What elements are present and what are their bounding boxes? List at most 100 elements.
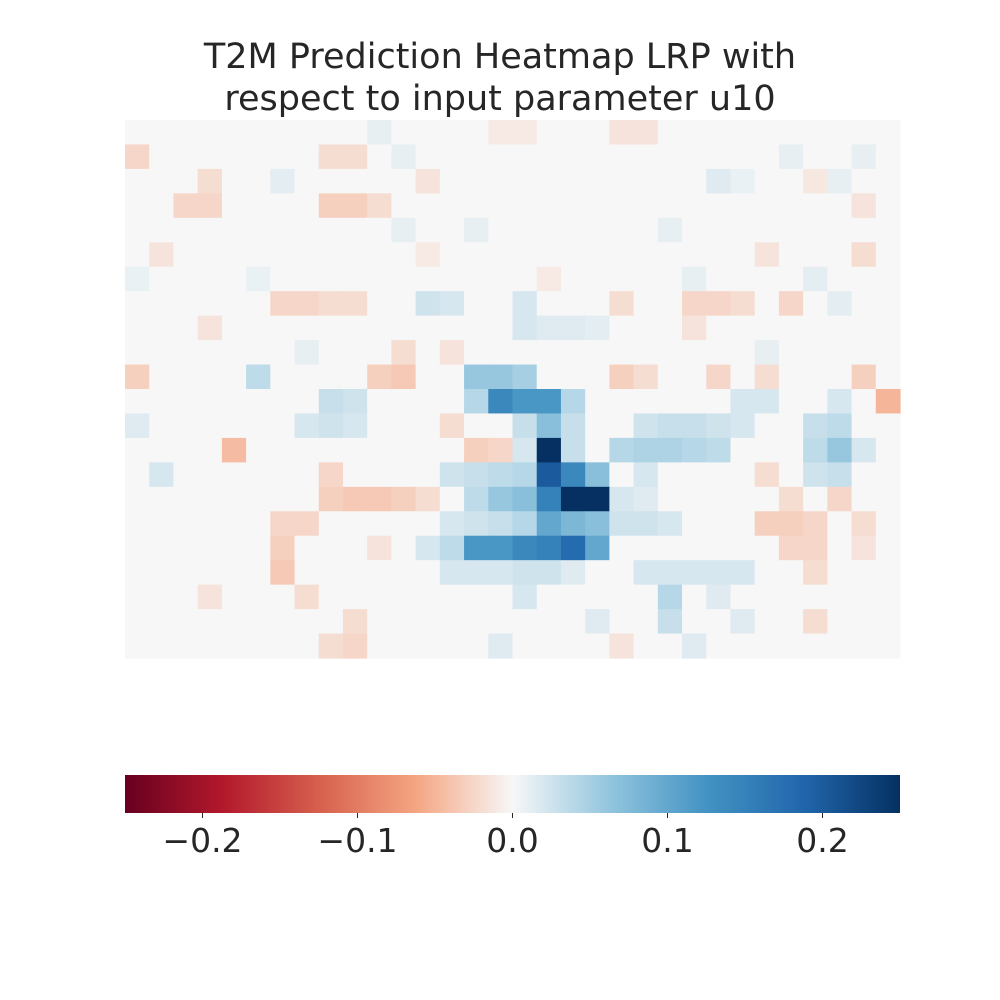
heatmap-cell <box>682 437 707 463</box>
heatmap-cell <box>464 144 489 170</box>
heatmap-cell <box>391 535 417 561</box>
heatmap-cell <box>125 144 150 170</box>
heatmap-cell <box>875 486 901 512</box>
heatmap-cell <box>827 584 853 610</box>
heatmap-cell <box>246 168 271 194</box>
heatmap-cell <box>488 364 514 390</box>
heatmap-cell <box>827 413 853 439</box>
heatmap-cell <box>415 193 441 219</box>
heatmap-cell <box>391 462 417 488</box>
heatmap-cell <box>827 462 853 488</box>
heatmap-cell <box>778 242 804 268</box>
heatmap-cell <box>391 511 417 537</box>
heatmap-cell <box>367 609 393 635</box>
heatmap-cell <box>560 291 586 317</box>
heatmap-cell <box>827 193 853 219</box>
heatmap-cell <box>270 291 296 317</box>
heatmap-cell <box>536 364 562 390</box>
heatmap-cell <box>730 437 756 463</box>
heatmap-cell <box>875 560 901 586</box>
heatmap-cell <box>682 389 707 415</box>
heatmap-cell <box>197 120 223 146</box>
heatmap-cell <box>318 315 344 341</box>
heatmap-cell <box>125 633 150 659</box>
heatmap-cell <box>585 560 610 586</box>
heatmap-cell <box>342 217 368 243</box>
colorbar-tick-label: −0.1 <box>317 821 397 860</box>
chart-title-line-1: T2M Prediction Heatmap LRP with <box>203 37 797 77</box>
heatmap-cell <box>730 486 756 512</box>
heatmap-cell <box>367 535 393 561</box>
heatmap-cell <box>367 364 393 390</box>
heatmap-cell <box>318 144 344 170</box>
heatmap-cell <box>246 584 271 610</box>
heatmap-cell <box>246 340 271 366</box>
heatmap-cell <box>149 266 175 292</box>
heatmap-cell <box>391 584 417 610</box>
heatmap-cell <box>682 340 707 366</box>
heatmap-cell <box>415 560 441 586</box>
heatmap-cell <box>560 340 586 366</box>
heatmap-cell <box>439 266 465 292</box>
heatmap-cell <box>827 340 853 366</box>
heatmap-cell <box>657 486 683 512</box>
heatmap-cell <box>294 560 320 586</box>
heatmap-cell <box>875 266 901 292</box>
heatmap-cell <box>173 168 199 194</box>
heatmap-cell <box>609 413 635 439</box>
heatmap-cell <box>851 462 877 488</box>
heatmap-cell <box>754 193 780 219</box>
heatmap-cell <box>270 437 296 463</box>
heatmap-cell <box>464 266 489 292</box>
heatmap-cell <box>560 609 586 635</box>
heatmap-cell <box>560 560 586 586</box>
heatmap-cell <box>367 144 393 170</box>
heatmap-cell <box>803 437 828 463</box>
heatmap-cell <box>318 168 344 194</box>
heatmap-cell <box>246 242 271 268</box>
heatmap-cell <box>536 266 562 292</box>
heatmap-cell <box>342 242 368 268</box>
heatmap-cell <box>682 560 707 586</box>
heatmap-cell <box>464 242 489 268</box>
heatmap-cell <box>609 535 635 561</box>
heatmap-cell <box>173 242 199 268</box>
heatmap-cell <box>439 511 465 537</box>
heatmap-cell <box>294 609 320 635</box>
heatmap-cell <box>778 584 804 610</box>
heatmap-cell <box>246 609 271 635</box>
heatmap-cell <box>875 462 901 488</box>
heatmap-cell <box>633 291 659 317</box>
heatmap-cell <box>851 535 877 561</box>
heatmap-cell <box>754 633 780 659</box>
heatmap-cell <box>706 217 732 243</box>
heatmap-cell <box>754 340 780 366</box>
heatmap-cell <box>706 511 732 537</box>
heatmap-cell <box>294 437 320 463</box>
heatmap-cell <box>706 560 732 586</box>
heatmap-cell <box>246 193 271 219</box>
heatmap-cell <box>803 193 828 219</box>
heatmap-cell <box>803 168 828 194</box>
heatmap-cell <box>875 315 901 341</box>
heatmap-cell <box>415 633 441 659</box>
heatmap-cell <box>633 144 659 170</box>
heatmap-cell <box>560 193 586 219</box>
heatmap-cell <box>197 340 223 366</box>
heatmap-cell <box>851 340 877 366</box>
heatmap-cell <box>464 584 489 610</box>
heatmap-cell <box>246 217 271 243</box>
heatmap-cell <box>488 291 514 317</box>
heatmap-cell <box>173 389 199 415</box>
heatmap-cell <box>415 364 441 390</box>
heatmap-cell <box>827 168 853 194</box>
heatmap-cell <box>609 364 635 390</box>
heatmap-cell <box>221 535 247 561</box>
heatmap-cell <box>851 511 877 537</box>
heatmap-cell <box>246 535 271 561</box>
heatmap-cell <box>536 413 562 439</box>
heatmap-cell <box>391 364 417 390</box>
heatmap-cell <box>657 364 683 390</box>
heatmap-cell <box>536 486 562 512</box>
